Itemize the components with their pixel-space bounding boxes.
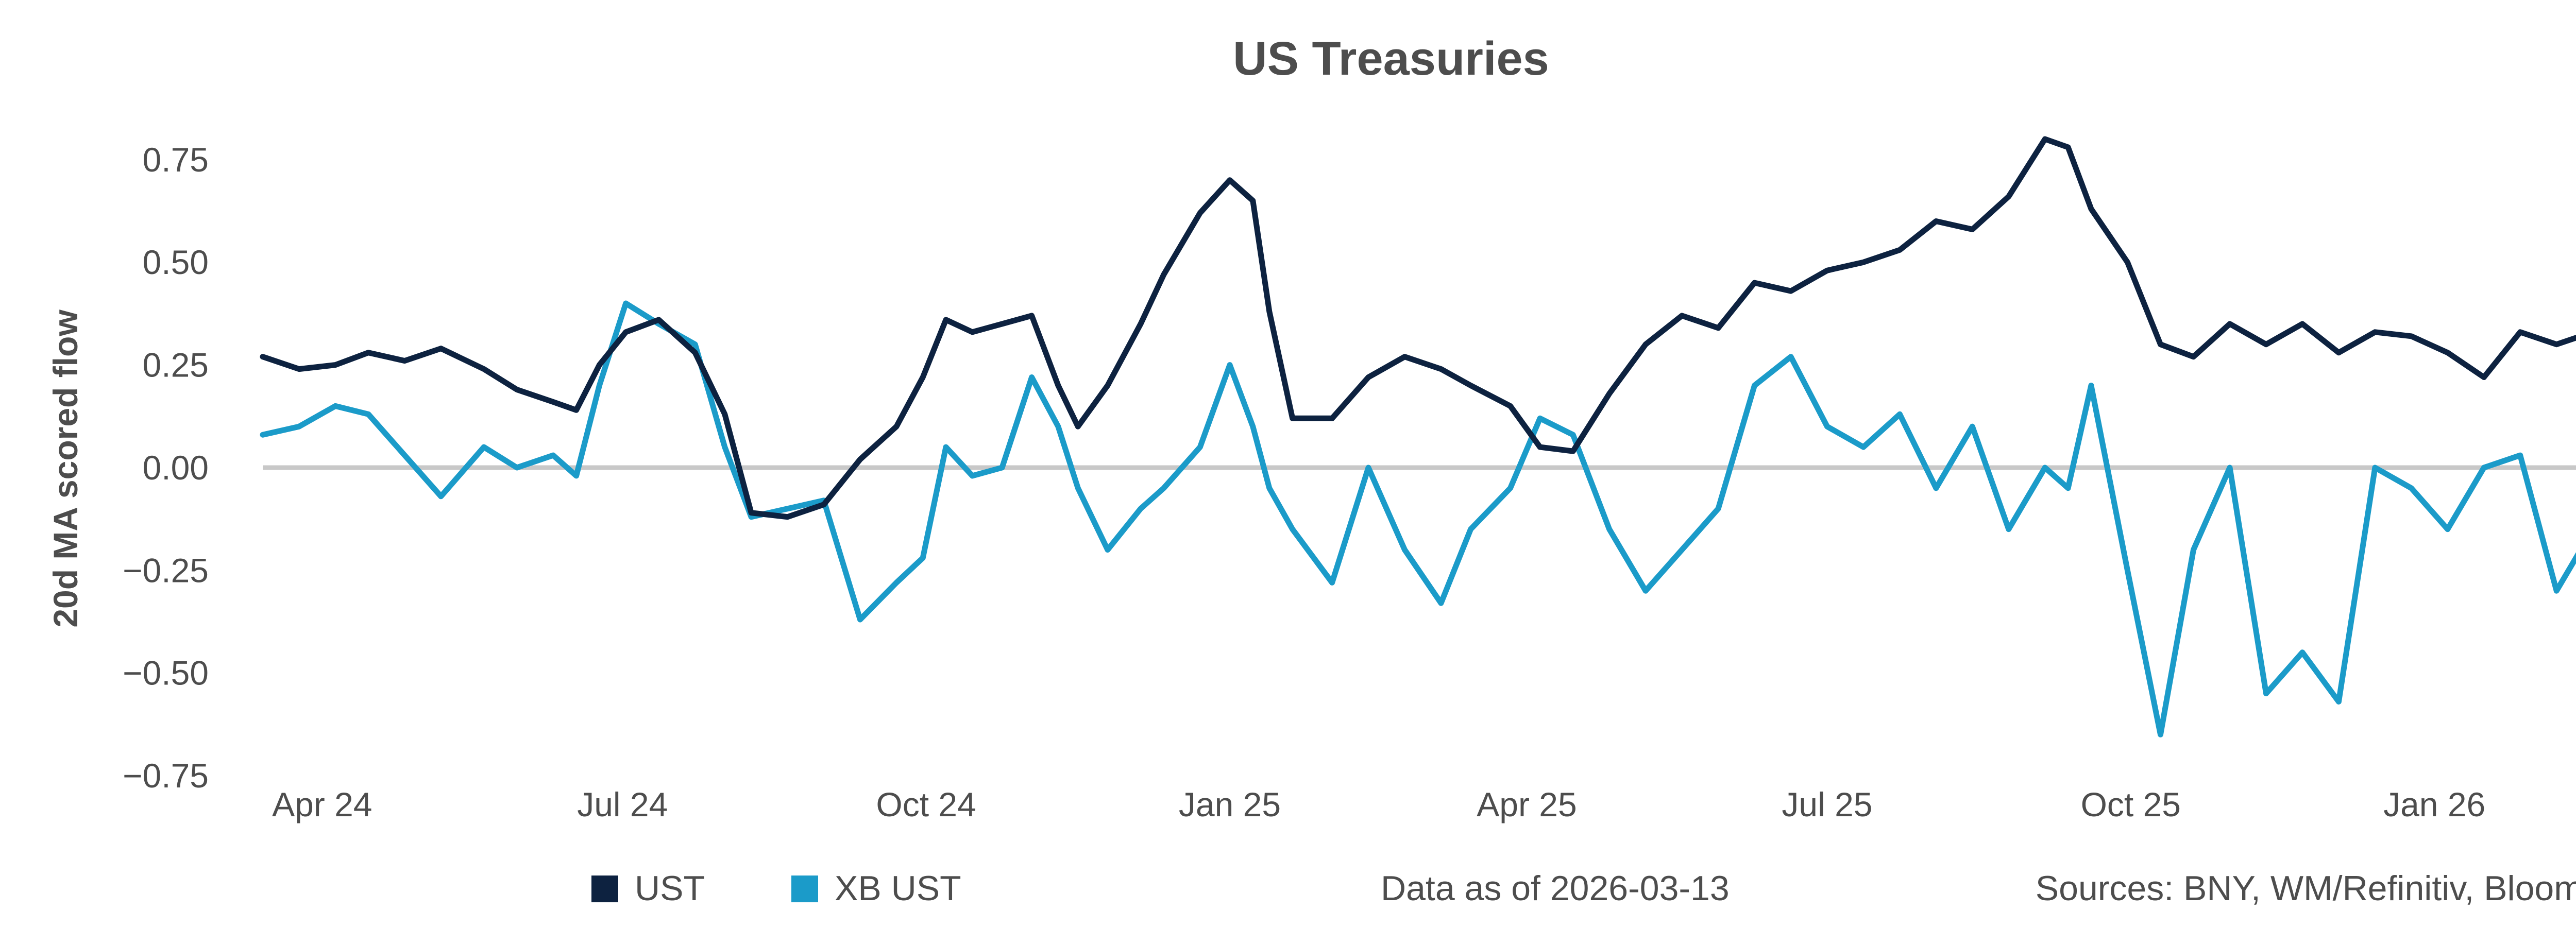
x-tick-label: Apr 25 [1477,785,1577,823]
y-tick-label: 0.75 [143,141,209,179]
y-tick-label: −0.50 [123,654,209,692]
x-tick-label: Jul 25 [1782,785,1872,823]
y-axis-label: 20d MA scored flow [46,310,84,628]
legend-label-ust: UST [635,869,705,908]
x-tick-label: Jan 26 [2383,785,2485,823]
y-tick-label: 0.25 [143,346,209,384]
x-axis: Apr 24 Jul 24 Oct 24 Jan 25 Apr 25 Jul 25 Oct … [272,785,2485,823]
x-tick-label: Oct 25 [2081,785,2181,823]
series-line-xb-ust [260,300,2576,737]
chart-title: US Treasuries [1233,32,1549,85]
legend-swatch-xb-ust [791,876,818,902]
y-tick-label: −0.75 [123,757,209,795]
x-tick-label: Jul 24 [577,785,668,823]
legend: UST XB UST [591,869,961,908]
series-line-ust [260,136,2576,520]
y-tick-label: 0.00 [143,449,209,487]
y-tick-label: 0.50 [143,243,209,281]
data-as-of-note: Data as of 2026-03-13 [1381,869,1730,908]
plot-area [260,136,2576,737]
sources-note: Sources: BNY, WM/Refinitiv, Bloomberg [2036,869,2576,908]
legend-swatch-ust [591,876,618,902]
x-tick-label: Oct 24 [876,785,976,823]
y-axis: 0.75 0.50 0.25 0.00 −0.25 −0.50 −0.75 [123,141,209,795]
x-tick-label: Jan 25 [1179,785,1281,823]
x-tick-label: Apr 24 [272,785,372,823]
legend-label-xb-ust: XB UST [835,869,961,908]
y-tick-label: −0.25 [123,551,209,589]
